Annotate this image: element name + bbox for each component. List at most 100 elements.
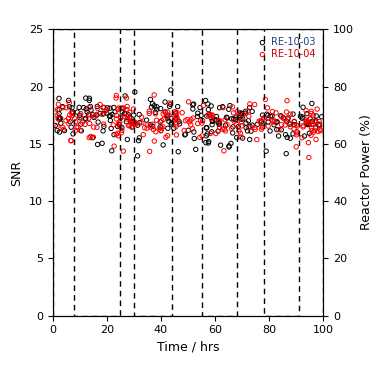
RE-10-04 <box>124 114 130 120</box>
RE-10-03 <box>123 119 129 124</box>
RE-10-03 <box>135 138 141 143</box>
RE-10-04 <box>113 131 119 137</box>
RE-10-03 <box>111 105 117 110</box>
RE-10-03 <box>90 112 96 118</box>
RE-10-03 <box>210 117 216 123</box>
RE-10-03 <box>209 129 215 135</box>
RE-10-04 <box>303 108 309 113</box>
RE-10-03 <box>212 118 218 124</box>
RE-10-03 <box>124 137 130 142</box>
RE-10-03 <box>235 124 241 130</box>
RE-10-03 <box>80 105 86 110</box>
RE-10-03 <box>165 112 171 118</box>
RE-10-03 <box>56 95 62 101</box>
RE-10-04 <box>208 116 214 122</box>
RE-10-03 <box>56 106 62 112</box>
RE-10-04 <box>159 118 165 124</box>
RE-10-03 <box>205 101 211 107</box>
RE-10-04 <box>75 124 81 130</box>
RE-10-03 <box>249 108 255 114</box>
RE-10-03 <box>70 109 76 115</box>
RE-10-04 <box>246 124 252 130</box>
RE-10-04 <box>265 115 271 121</box>
RE-10-03 <box>56 116 62 122</box>
RE-10-04 <box>77 127 83 133</box>
RE-10-03 <box>74 109 80 115</box>
RE-10-04 <box>115 106 121 112</box>
RE-10-03 <box>259 112 265 118</box>
RE-10-04 <box>309 121 315 127</box>
RE-10-03 <box>208 115 214 121</box>
RE-10-04 <box>158 128 164 134</box>
RE-10-04 <box>293 130 299 136</box>
RE-10-04 <box>101 121 107 127</box>
RE-10-03 <box>59 103 65 109</box>
RE-10-03 <box>94 103 100 109</box>
RE-10-03 <box>58 116 64 121</box>
RE-10-04 <box>285 115 291 120</box>
RE-10-04 <box>142 125 148 131</box>
RE-10-03 <box>68 124 74 130</box>
RE-10-03 <box>173 115 179 121</box>
RE-10-03 <box>173 111 179 117</box>
RE-10-03 <box>216 120 222 126</box>
RE-10-03 <box>168 120 174 126</box>
RE-10-04 <box>117 123 123 129</box>
RE-10-04 <box>311 129 317 135</box>
RE-10-03 <box>247 137 253 142</box>
RE-10-03 <box>193 146 199 152</box>
RE-10-03 <box>127 115 133 120</box>
RE-10-03 <box>154 104 160 110</box>
RE-10-03 <box>151 103 157 109</box>
RE-10-03 <box>149 104 155 110</box>
RE-10-04 <box>270 109 276 115</box>
RE-10-04 <box>86 105 92 110</box>
RE-10-03 <box>309 119 315 124</box>
RE-10-04 <box>286 120 292 126</box>
RE-10-03 <box>58 120 64 126</box>
RE-10-03 <box>175 149 181 155</box>
RE-10-03 <box>209 122 215 128</box>
RE-10-04 <box>238 123 244 129</box>
RE-10-04 <box>184 117 190 123</box>
RE-10-04 <box>78 114 84 120</box>
RE-10-03 <box>313 113 319 119</box>
RE-10-03 <box>215 128 221 134</box>
RE-10-03 <box>173 116 179 121</box>
RE-10-04 <box>139 120 145 126</box>
RE-10-03 <box>111 132 117 138</box>
RE-10-04 <box>161 116 167 122</box>
RE-10-04 <box>82 121 88 127</box>
RE-10-03 <box>121 111 127 117</box>
RE-10-03 <box>238 111 244 117</box>
RE-10-04 <box>164 113 170 119</box>
RE-10-04 <box>66 121 72 127</box>
RE-10-04 <box>129 120 135 126</box>
RE-10-04 <box>115 130 121 136</box>
RE-10-04 <box>165 133 171 139</box>
RE-10-04 <box>128 119 134 125</box>
RE-10-03 <box>287 121 293 127</box>
RE-10-04 <box>237 130 243 136</box>
RE-10-04 <box>293 144 299 150</box>
RE-10-04 <box>195 121 201 127</box>
RE-10-03 <box>205 140 211 146</box>
RE-10-03 <box>206 139 212 145</box>
RE-10-04 <box>217 118 223 124</box>
RE-10-04 <box>68 110 74 116</box>
RE-10-03 <box>267 128 273 134</box>
RE-10-04 <box>246 113 252 119</box>
RE-10-03 <box>312 118 318 124</box>
RE-10-03 <box>166 119 172 124</box>
RE-10-03 <box>228 141 234 146</box>
RE-10-04 <box>151 138 157 144</box>
RE-10-04 <box>104 107 110 113</box>
RE-10-03 <box>83 95 89 101</box>
RE-10-04 <box>67 112 73 118</box>
RE-10-04 <box>300 123 306 129</box>
RE-10-04 <box>124 116 130 122</box>
RE-10-04 <box>100 112 106 117</box>
RE-10-04 <box>94 112 100 117</box>
RE-10-04 <box>95 105 101 111</box>
RE-10-04 <box>291 126 297 132</box>
